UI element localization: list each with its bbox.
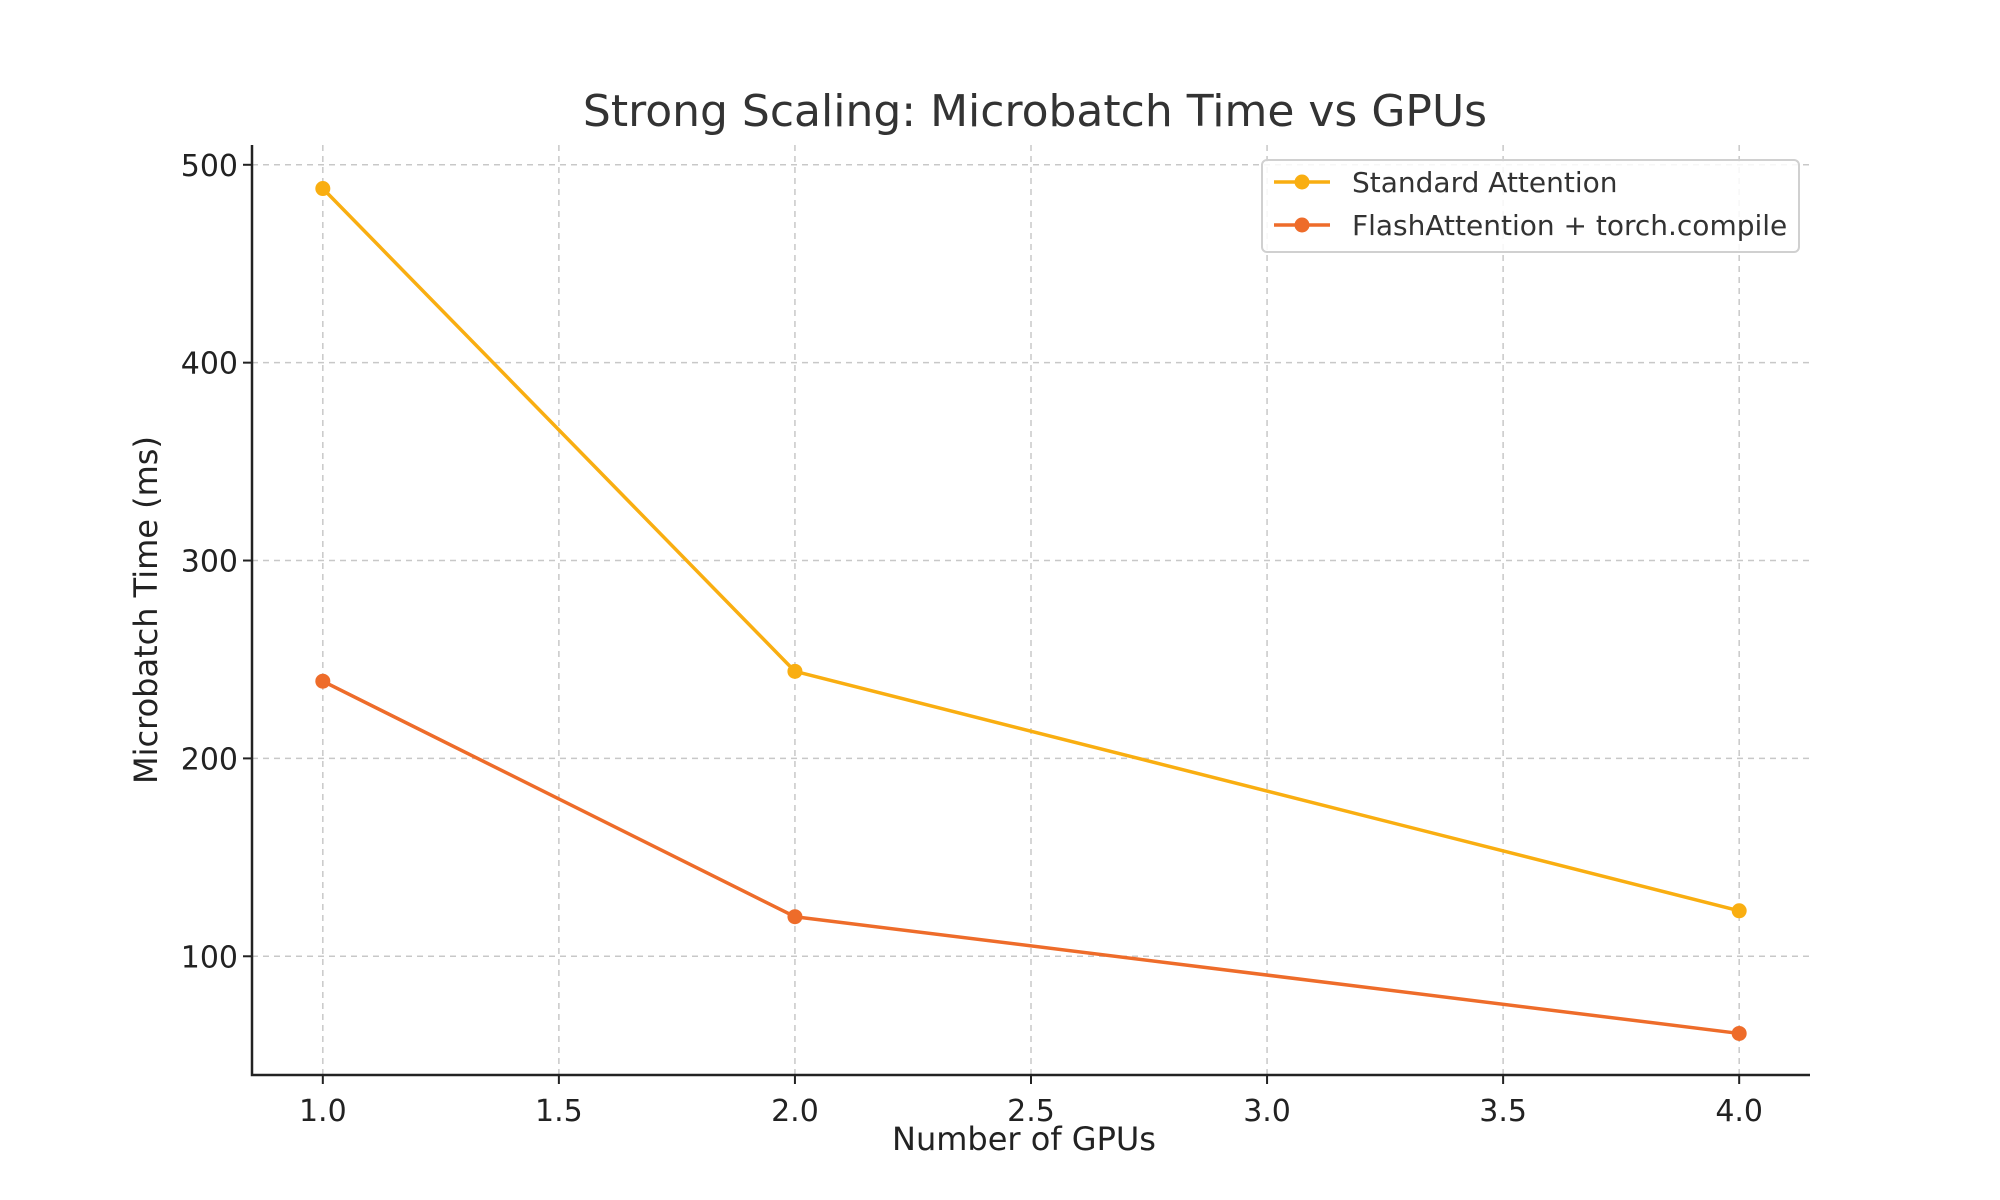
legend-box xyxy=(1261,159,1800,253)
legend-swatch-marker xyxy=(1294,174,1310,190)
series-1-point xyxy=(315,673,331,689)
series-0-point xyxy=(315,181,331,197)
series-1-point xyxy=(1731,1025,1747,1041)
axes-layer xyxy=(250,145,1810,1077)
y-tick-label: 100 xyxy=(181,940,238,975)
series-layer xyxy=(315,181,1747,1041)
legend: Standard Attention FlashAttention + torch… xyxy=(1261,159,1800,253)
x-axis-label: Number of GPUs xyxy=(892,1120,1156,1158)
chart-title: Strong Scaling: Microbatch Time vs GPUs xyxy=(583,86,1487,137)
x-tick-label: 3.0 xyxy=(1243,1094,1291,1129)
series-line-0 xyxy=(321,187,1740,913)
x-tick-label: 3.5 xyxy=(1479,1094,1527,1129)
y-tick-label: 200 xyxy=(181,742,238,777)
x-tick-label: 1.0 xyxy=(299,1094,347,1129)
series-0-point xyxy=(787,663,803,679)
series-0-point xyxy=(1731,903,1747,919)
y-tick-label: 300 xyxy=(181,545,238,580)
grid-layer xyxy=(252,145,1810,1075)
legend-label: FlashAttention + torch.compile xyxy=(1352,209,1787,242)
legend-label: Standard Attention xyxy=(1352,166,1618,199)
y-tick-label: 500 xyxy=(181,149,238,184)
y-axis-label: Microbatch Time (ms) xyxy=(127,436,165,784)
ticks-layer: 1.0 1.5 2.0 2.5 3.0 3.5 4.0 100 200 300 400 500 xyxy=(181,149,1763,1129)
x-tick-label: 4.0 xyxy=(1715,1094,1763,1129)
x-tick-label: 2.0 xyxy=(771,1094,819,1129)
axis-spines xyxy=(250,145,1810,1077)
series-1-point xyxy=(787,909,803,925)
x-tick-label: 1.5 xyxy=(535,1094,583,1129)
legend-swatch-marker xyxy=(1294,217,1310,233)
x-tick-label: 2.5 xyxy=(1007,1094,1055,1129)
y-tick-label: 400 xyxy=(181,347,238,382)
